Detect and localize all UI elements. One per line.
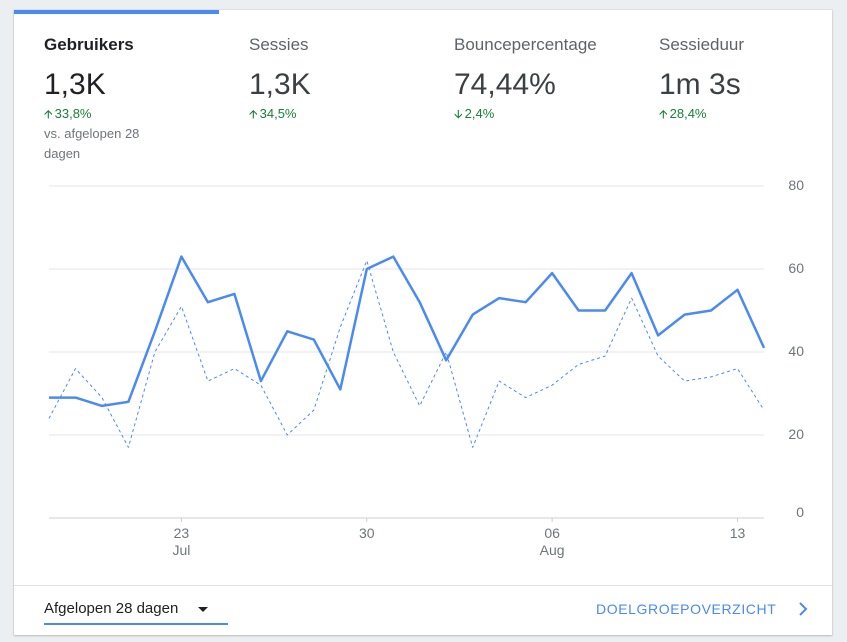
audience-overview-link-label: DOELGROEPOVERZICHT: [596, 601, 777, 617]
metric-change-value: 2,4%: [464, 106, 495, 121]
metric-change: 🡩 28,4%: [659, 106, 744, 122]
x-axis-tick-label: 30: [359, 525, 375, 541]
previous-period-line: [48, 260, 765, 448]
caret-down-icon: [198, 607, 208, 612]
overview-card: Gebruikers 1,3K 🡩 33,8% vs. afgelopen 28 …: [14, 10, 832, 635]
arrow-down-icon: 🡫: [454, 107, 463, 121]
metric-change-value: 34,5%: [259, 106, 297, 121]
metric-label: Gebruikers: [44, 35, 134, 54]
y-axis-tick-label: 0: [796, 504, 804, 520]
metric-change: 🡩 33,8%: [44, 106, 169, 122]
date-range-label: Afgelopen 28 dagen: [44, 600, 179, 617]
metric-label: Sessies: [249, 35, 309, 54]
arrow-up-icon: 🡩: [659, 107, 668, 121]
metric-label: Bouncepercentage: [454, 35, 597, 54]
metric-value: 1,3K: [44, 68, 106, 101]
arrow-up-icon: 🡩: [249, 107, 258, 121]
y-axis-tick-label: 40: [788, 343, 804, 359]
metric-label: Sessieduur: [659, 35, 745, 54]
metric-change: 🡩 34,5%: [249, 106, 311, 122]
x-axis-tick-label: 13: [730, 525, 746, 541]
current-period-line: [49, 255, 766, 408]
x-axis-tick-label: 06: [544, 525, 560, 541]
metric-tab-bounce-rate[interactable]: Bouncepercentage 74,44% 🡫 2,4%: [454, 34, 597, 122]
metric-value: 1m 3s: [659, 68, 741, 101]
metric-comparison: vs. afgelopen 28 dagen: [44, 126, 140, 161]
metric-change-value: 28,4%: [669, 106, 707, 121]
x-axis-month-label: Jul: [172, 542, 190, 558]
footer-divider: [14, 585, 832, 586]
y-axis-tick-label: 20: [788, 426, 804, 442]
x-axis-month-label: Aug: [540, 542, 565, 558]
y-axis-tick-label: 80: [788, 177, 804, 193]
chevron-right-icon: [799, 602, 808, 616]
metric-tab-users[interactable]: Gebruikers 1,3K 🡩 33,8% vs. afgelopen 28 …: [44, 34, 169, 164]
arrow-up-icon: 🡩: [44, 107, 53, 121]
metric-change-value: 33,8%: [54, 106, 92, 121]
metric-tab-session-duration[interactable]: Sessieduur 1m 3s 🡩 28,4%: [659, 34, 744, 122]
active-tab-indicator: [14, 10, 219, 14]
metric-tab-sessions[interactable]: Sessies 1,3K 🡩 34,5%: [249, 34, 311, 122]
date-range-dropdown[interactable]: Afgelopen 28 dagen: [44, 597, 228, 625]
metric-value: 74,44%: [454, 68, 556, 101]
metric-change: 🡫 2,4%: [454, 106, 597, 122]
metric-value: 1,3K: [249, 68, 311, 101]
x-axis-tick-label: 23: [174, 525, 190, 541]
y-axis-tick-label: 60: [788, 260, 804, 276]
